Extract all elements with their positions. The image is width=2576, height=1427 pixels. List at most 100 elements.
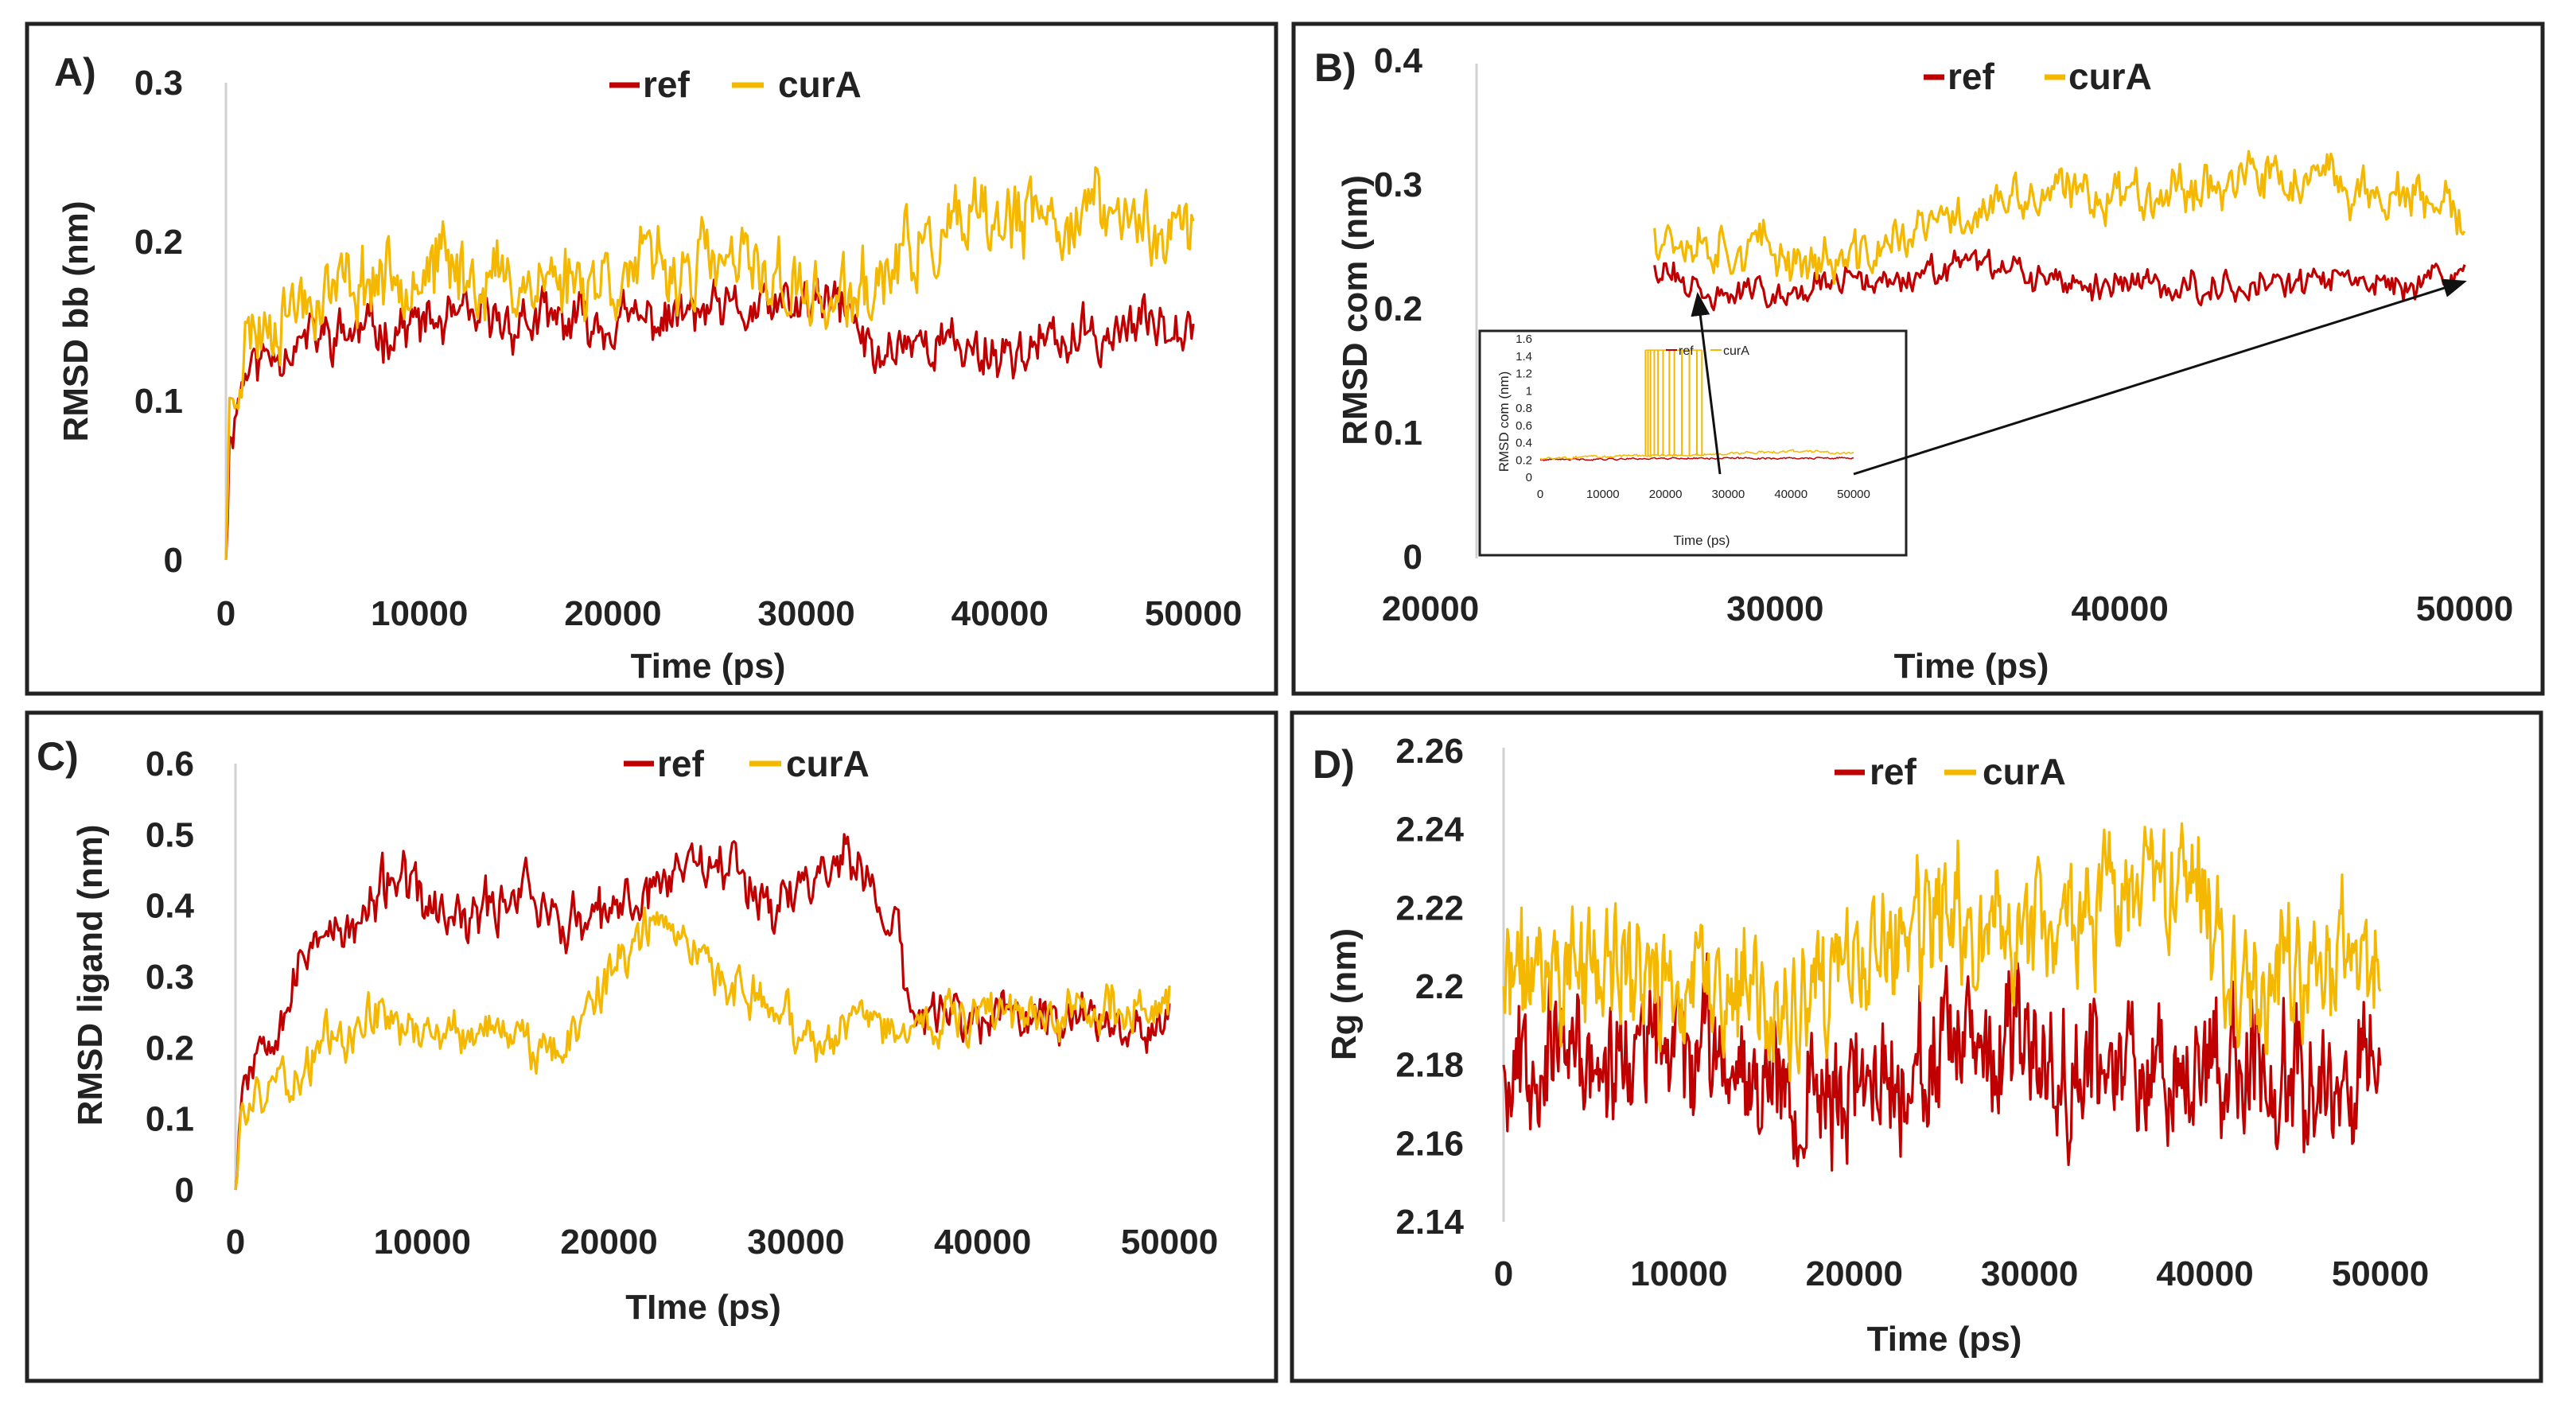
panel-d-label: D)	[1313, 742, 1355, 787]
panel-b-zoom-arrows	[1691, 278, 2467, 476]
panel-a-x-tick-label: 30000	[757, 594, 854, 633]
panel-d-x-ticks: 0 10000 20000 30000 40000 50000	[1494, 1254, 2429, 1293]
panel-d-legend-ref: ref	[1870, 751, 1916, 792]
panel-b-inset: 0 0.2 0.4 0.6 0.8 1 1.2 1.4 1.6 0 10000 20000 30000…	[1478, 329, 1908, 557]
panel-a-y-label: RMSD bb (nm)	[56, 200, 95, 441]
panel-c-y-tick-label: 0.6	[146, 745, 194, 783]
panel-b-frame	[1291, 21, 2545, 696]
panel-a-x-tick-label: 40000	[951, 594, 1049, 633]
panel-c-x-tick-label: 10000	[374, 1223, 471, 1262]
panel-d-y-tick-label: 2.2	[1415, 967, 1464, 1006]
panel-c-y-label: RMSD ligand (nm)	[71, 825, 110, 1126]
panel-b: B) 0 0.1 0.2 0.3 0.4 20000 30000 40000 50000 RM…	[1291, 21, 2545, 696]
panel-c-y-tick-label: 0.5	[146, 815, 194, 854]
panel-c-x-tick-label: 30000	[747, 1223, 844, 1262]
panel-b-zoom-arrow-left	[1691, 292, 1722, 475]
panel-c-y-tick-label: 0.1	[146, 1100, 194, 1139]
panel-d-y-label: Rg (nm)	[1325, 928, 1364, 1060]
panel-b-inset-legend-ref: ref	[1679, 344, 1694, 358]
panel-b-x-tick-label: 40000	[2071, 589, 2168, 628]
panel-b-legend-ref: ref	[1948, 56, 1994, 97]
panel-b-inset-x-tick-label: 0	[1537, 488, 1543, 501]
panel-b-plot	[1653, 150, 2466, 312]
panel-d-legend: ref curA	[1835, 751, 2066, 792]
panel-b-inset-plot	[1539, 349, 1854, 461]
panel-c-y-tick-label: 0.3	[146, 958, 194, 997]
panel-b-series-ref-line	[1653, 248, 2466, 312]
panel-a-series-ref-line	[224, 277, 1195, 561]
panel-b-inset-x-label: Time (ps)	[1673, 533, 1730, 548]
panel-a-y-tick-label: 0.1	[134, 382, 183, 421]
panel-c-frame	[25, 710, 1278, 1383]
panel-d-series-cura-line	[1502, 822, 2382, 1083]
panel-a-frame	[25, 21, 1278, 696]
panel-c-x-tick-label: 0	[226, 1223, 245, 1262]
panel-c-y-tick-label: 0	[175, 1171, 194, 1210]
panel-d-y-tick-label: 2.16	[1395, 1124, 1464, 1163]
panel-b-inset-x-tick-label: 40000	[1774, 488, 1807, 501]
panel-b-inset-y-tick-label: 0.6	[1516, 419, 1532, 433]
panel-b-inset-y-tick-label: 1	[1526, 384, 1532, 398]
panel-c-legend-ref: ref	[657, 743, 704, 784]
panel-d-frame	[1290, 710, 2543, 1383]
panel-a-legend-ref: ref	[643, 64, 690, 105]
panel-b-inset-y-tick-label: 1.2	[1516, 367, 1532, 381]
panel-b-y-tick-label: 0.2	[1374, 290, 1422, 329]
panel-b-inset-series-ref-line	[1539, 456, 1854, 461]
panel-b-inset-y-ticks: 0 0.2 0.4 0.6 0.8 1 1.2 1.4 1.6	[1516, 332, 1532, 484]
panel-d-y-tick-label: 2.24	[1395, 811, 1464, 850]
panel-b-inset-y-tick-label: 1.4	[1516, 350, 1532, 364]
panel-b-inset-legend: ref curA	[1666, 344, 1749, 358]
panel-c-legend: ref curA	[624, 743, 870, 784]
panel-b-legend-cura: curA	[2068, 56, 2152, 97]
panel-d-x-tick-label: 30000	[1981, 1254, 2078, 1293]
panel-c-y-tick-label: 0.4	[146, 887, 195, 926]
panel-b-x-tick-label: 20000	[1382, 589, 1479, 628]
panel-c-series-cura-line	[234, 906, 1171, 1191]
panel-b-inset-frame	[1478, 329, 1908, 557]
panel-b-x-ticks: 20000 30000 40000 50000	[1382, 589, 2513, 628]
panel-c-x-tick-label: 40000	[934, 1223, 1031, 1262]
panel-a-y-tick-label: 0.3	[134, 64, 183, 103]
panel-c-plot	[234, 833, 1171, 1191]
panel-d-plot	[1502, 822, 2382, 1172]
panel-c-legend-cura: curA	[786, 743, 870, 784]
panel-b-inset-legend-cura: curA	[1723, 344, 1749, 358]
panel-d-x-tick-label: 50000	[2332, 1254, 2429, 1293]
panel-c-x-label: TIme (ps)	[625, 1288, 781, 1327]
panel-b-series-cura-line	[1653, 150, 2466, 285]
panel-c-x-tick-label: 50000	[1121, 1223, 1218, 1262]
panel-a-x-label: Time (ps)	[631, 647, 786, 686]
panel-b-legend: ref curA	[1924, 56, 2152, 97]
panel-b-inset-x-tick-label: 20000	[1649, 488, 1683, 501]
panel-b-inset-x-ticks: 0 10000 20000 30000 40000 50000	[1537, 488, 1870, 501]
panel-c-x-tick-label: 20000	[560, 1223, 657, 1262]
panel-d-y-tick-label: 2.14	[1395, 1203, 1464, 1242]
panel-d-x-tick-label: 40000	[2156, 1254, 2253, 1293]
panel-a-legend: ref curA	[609, 64, 862, 105]
panel-b-zoom-arrow-right	[1853, 278, 2467, 476]
panel-b-inset-y-tick-label: 0	[1526, 471, 1532, 484]
panel-b-inset-y-tick-label: 0.4	[1516, 437, 1532, 450]
panel-d-legend-cura: curA	[1983, 751, 2066, 792]
panel-d-y-tick-label: 2.22	[1395, 888, 1464, 927]
panel-b-inset-y-label: RMSD com (nm)	[1496, 371, 1512, 472]
panel-b-y-tick-label: 0.1	[1374, 414, 1422, 453]
panel-b-y-tick-label: 0.3	[1374, 165, 1422, 204]
panel-a-x-tick-label: 20000	[564, 594, 661, 633]
panel-b-y-ticks: 0 0.1 0.2 0.3 0.4	[1374, 41, 1423, 577]
panel-a-y-ticks: 0 0.1 0.2 0.3	[134, 64, 183, 580]
panel-b-x-label: Time (ps)	[1894, 647, 2049, 686]
panel-b-x-tick-label: 50000	[2416, 589, 2513, 628]
panel-a-legend-cura: curA	[778, 64, 862, 105]
panel-d-x-tick-label: 20000	[1806, 1254, 1903, 1293]
panel-d-x-tick-label: 0	[1494, 1254, 1513, 1293]
panel-a-x-tick-label: 50000	[1145, 594, 1242, 633]
panel-b-inset-y-tick-label: 0.8	[1516, 402, 1532, 415]
panel-d-series-ref-line	[1502, 952, 2382, 1172]
panel-d-x-tick-label: 10000	[1630, 1254, 1727, 1293]
panel-d-x-label: Time (ps)	[1867, 1320, 2022, 1359]
panel-b-inset-x-tick-label: 10000	[1586, 488, 1620, 501]
panel-c-y-tick-label: 0.2	[146, 1028, 194, 1067]
